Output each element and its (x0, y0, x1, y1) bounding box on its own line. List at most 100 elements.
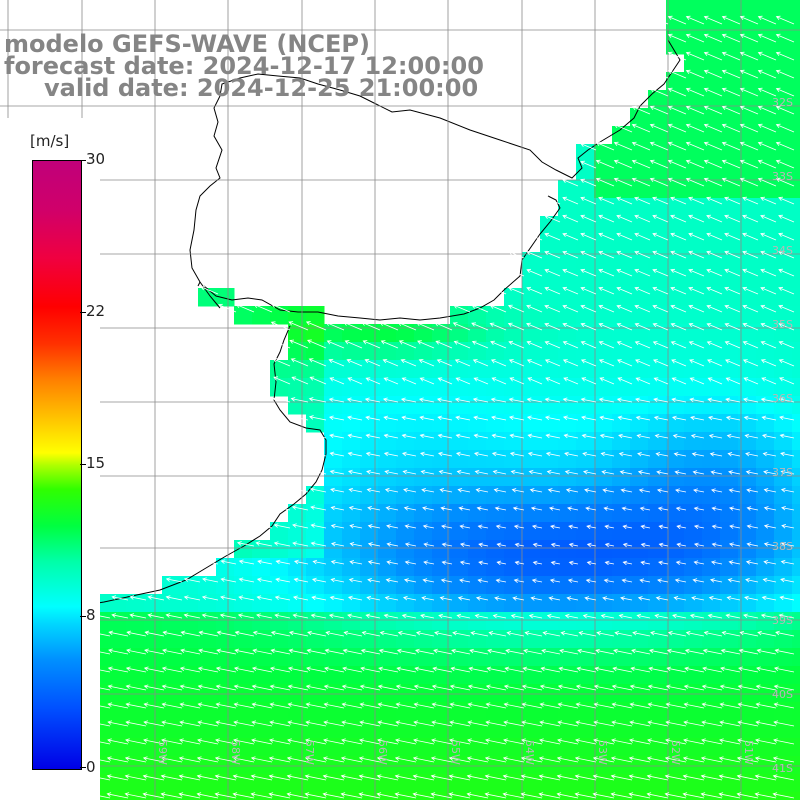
wind-arrow (559, 648, 579, 655)
wind-cell (630, 342, 649, 361)
wind-cell (666, 288, 685, 307)
wind-arrow (666, 666, 687, 673)
wind-cell (738, 216, 757, 235)
wind-arrow (666, 648, 687, 655)
wind-cell (792, 486, 800, 505)
wind-arrow (520, 792, 543, 799)
wind-cell (630, 522, 649, 541)
wind-arrow (329, 377, 345, 385)
wind-arrow (423, 560, 435, 565)
wind-arrow (721, 105, 741, 115)
longitude-label: 56W (376, 740, 389, 765)
wind-arrow (718, 774, 741, 781)
wind-cell (774, 234, 793, 253)
wind-arrow (380, 340, 399, 349)
wind-arrow (379, 630, 399, 637)
wind-arrow (513, 524, 525, 530)
wind-arrow (616, 250, 633, 259)
wind-arrow (592, 792, 615, 799)
wind-arrow (441, 542, 453, 547)
wind-arrow (378, 648, 399, 655)
wind-cell (342, 324, 361, 343)
wind-arrow (196, 774, 219, 781)
wind-arrow (761, 595, 777, 601)
wind-arrow (506, 631, 525, 637)
wind-arrow (567, 506, 579, 511)
wind-arrow (366, 469, 381, 475)
wind-cell (540, 270, 559, 289)
wind-arrow (220, 559, 237, 565)
wind-arrow (183, 613, 201, 619)
wind-arrow (413, 720, 435, 727)
wind-cell (594, 504, 613, 523)
wind-cell (504, 378, 523, 397)
wind-arrow (682, 792, 705, 799)
wind-arrow (364, 397, 381, 403)
wind-cell (666, 198, 685, 217)
wind-arrow (197, 738, 219, 745)
wind-arrow (647, 720, 669, 727)
wind-arrow (683, 720, 705, 727)
wind-cell (576, 504, 595, 523)
wind-arrow (637, 596, 651, 601)
wind-arrow (658, 524, 669, 530)
wind-cell (594, 540, 613, 559)
wind-cell (738, 144, 757, 163)
wind-arrow (562, 304, 579, 313)
wind-arrow (621, 506, 633, 511)
wind-arrow (622, 560, 633, 566)
wind-cell (666, 270, 685, 289)
wind-arrow (502, 774, 525, 781)
wind-cell (702, 36, 721, 55)
wind-arrow (161, 702, 183, 709)
wind-arrow (346, 358, 363, 367)
wind-cell (342, 522, 361, 541)
wind-arrow (539, 738, 561, 745)
wind-cell (576, 540, 595, 559)
wind-arrow (622, 542, 633, 548)
wind-arrow (742, 397, 759, 403)
wind-cell (774, 198, 793, 217)
wind-arrow (614, 631, 633, 637)
wind-cell (792, 540, 800, 559)
wind-cell (450, 414, 469, 433)
wind-arrow (703, 51, 723, 61)
wind-arrow (652, 268, 669, 277)
wind-arrow (685, 87, 705, 97)
wind-cell (504, 630, 523, 649)
wind-arrow (325, 630, 345, 637)
wind-arrow (670, 341, 687, 349)
wind-arrow (757, 105, 777, 115)
wind-arrow (646, 774, 669, 781)
wind-arrow (476, 506, 489, 511)
wind-arrow (757, 33, 777, 43)
wind-cell (774, 162, 793, 181)
wind-cell (306, 396, 325, 415)
wind-arrow (202, 559, 219, 565)
wind-cell (612, 288, 631, 307)
wind-arrow (550, 542, 561, 548)
wind-cell (576, 180, 595, 199)
wind-arrow (598, 359, 615, 367)
wind-cell (630, 360, 649, 379)
wind-arrow (459, 524, 471, 529)
wind-cell (216, 612, 235, 631)
wind-cell (612, 378, 631, 397)
wind-arrow (124, 774, 147, 781)
wind-arrow (531, 524, 543, 530)
wind-arrow (724, 304, 741, 313)
wind-arrow (616, 232, 633, 241)
wind-cell (612, 180, 631, 199)
wind-arrow (539, 720, 561, 727)
wind-cell (792, 774, 800, 793)
wind-cell (288, 324, 307, 343)
wind-cell (576, 324, 595, 343)
wind-arrow (685, 630, 705, 637)
wind-arrow (520, 774, 543, 781)
wind-arrow (703, 123, 723, 133)
wind-arrow (711, 506, 723, 511)
wind-arrow (183, 595, 201, 601)
wind-cell (702, 288, 721, 307)
wind-cell (738, 72, 757, 91)
wind-arrow (640, 560, 651, 566)
